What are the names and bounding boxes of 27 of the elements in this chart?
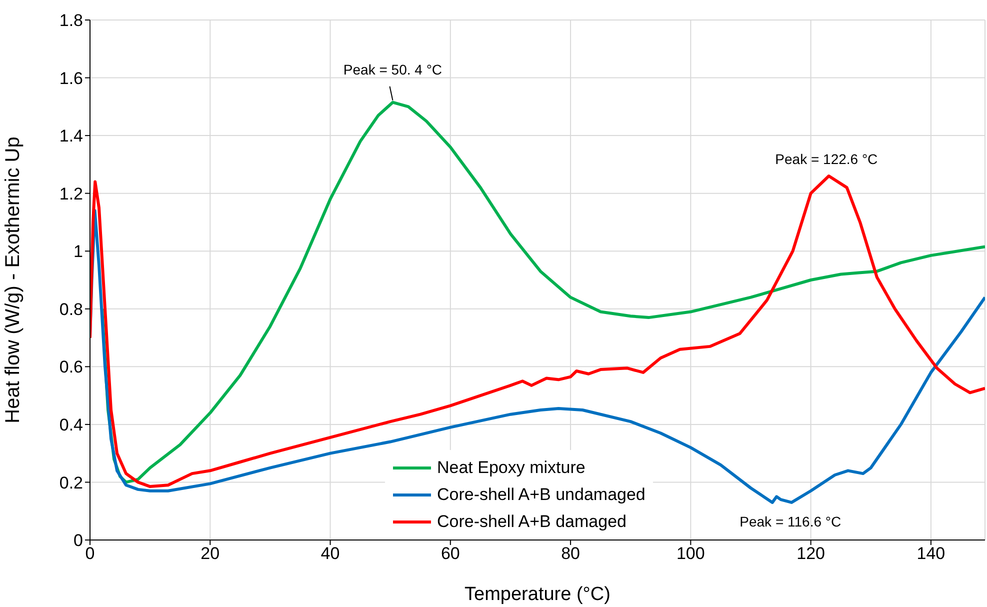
y-tick-label: 1.6 [59, 68, 83, 88]
annotation: Peak = 50. 4 °C [343, 61, 442, 78]
legend-label: Core-shell A+B undamaged [437, 484, 646, 506]
annotation: Peak = 116.6 °C [740, 513, 842, 530]
line-series [90, 209, 985, 504]
y-tick-label: 1.4 [59, 126, 83, 146]
line-series [90, 174, 985, 488]
x-tick-label: 80 [561, 544, 580, 564]
x-tick-label: 20 [200, 544, 220, 564]
x-tick-label: 100 [676, 544, 705, 564]
x-tick-label: 120 [796, 544, 825, 564]
y-axis-title: Heat flow (W/g) - Exothermic Up [2, 136, 24, 424]
y-tick-label: 1.8 [59, 11, 83, 30]
annotation: Peak = 122.6 °C [775, 151, 878, 167]
x-tick-label: 40 [320, 544, 340, 564]
legend-label: Core-shell A+B damaged [437, 511, 626, 533]
y-tick-label: 0.2 [59, 473, 83, 492]
y-tick-label: 1.2 [59, 184, 83, 204]
x-tick-label: 60 [440, 544, 460, 564]
y-tick-label: 1 [74, 242, 83, 262]
legend-label: Neat Epoxy mixture [437, 457, 586, 479]
x-tick-label: 140 [916, 544, 946, 564]
x-axis-title: Temperature (°C) [464, 584, 610, 605]
y-tick-label: 0.4 [59, 415, 83, 434]
y-tick-label: 0 [74, 531, 83, 550]
y-tick-label: 0.8 [59, 300, 83, 319]
y-tick-label: 0.6 [59, 358, 83, 377]
